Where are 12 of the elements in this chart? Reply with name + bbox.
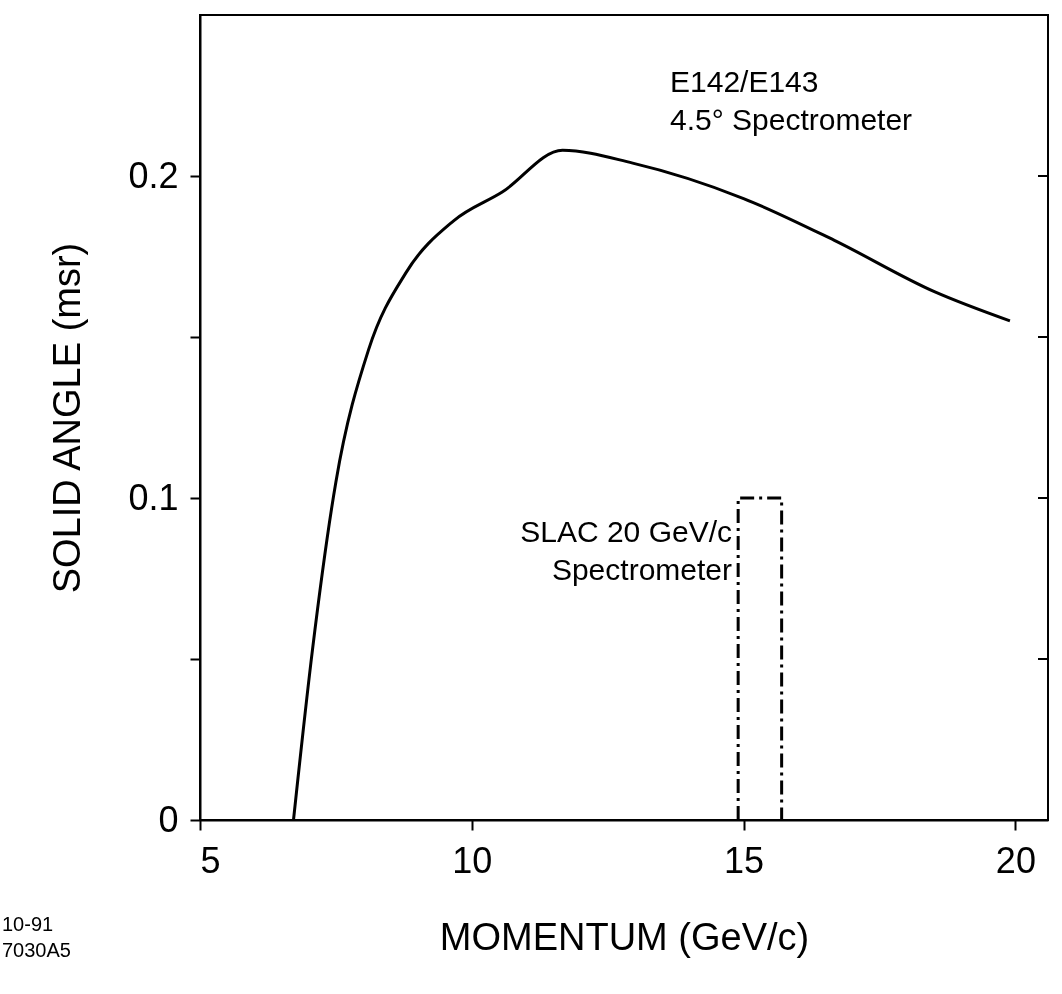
y-tick-label: 0.1 [128, 476, 179, 518]
series-label: SLAC 20 GeV/c Spectrometer [520, 515, 732, 586]
series-label: E142/E143 4.5° Spectrometer [670, 65, 913, 136]
y-tick-label: 0.2 [128, 154, 179, 196]
y-axis-title: SOLID ANGLE (msr) [46, 242, 89, 594]
x-axis-title: MOMENTUM (GeV/c) [439, 915, 810, 958]
text: 10-91 7030A5 [2, 913, 71, 961]
x-tick-label: 15 [724, 839, 765, 881]
x-tick-label: 10 [452, 839, 493, 881]
y-tick-label: 0 [158, 798, 179, 840]
x-tick-label: 5 [200, 839, 221, 881]
x-tick-label: 20 [995, 839, 1036, 881]
